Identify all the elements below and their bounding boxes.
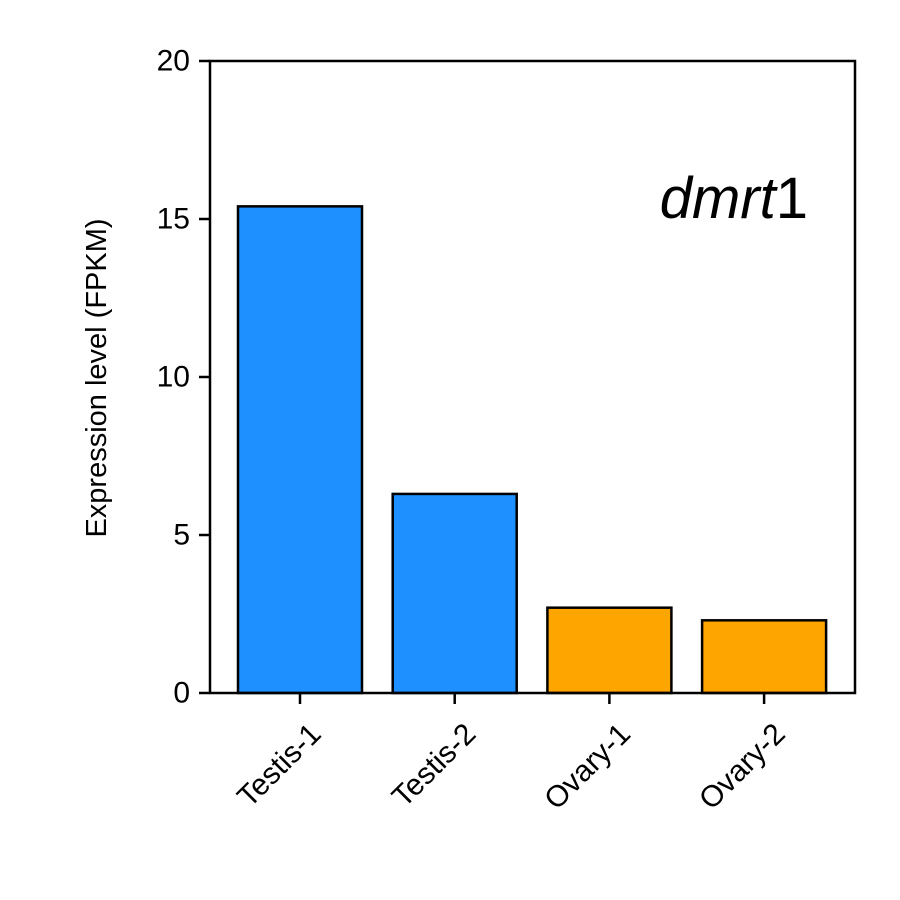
gene-name-italic: dmrt [660,166,779,231]
x-tick-label-ovary-2: Ovary-2 [693,717,792,816]
bars-group [236,205,828,695]
y-tick-label-5: 5 [173,519,190,552]
bar-ovary-1 [546,606,673,695]
x-axis: Testis-1 Testis-2 Ovary-1 Ovary-2 [231,693,792,816]
x-tick-label-testis-2: Testis-2 [386,717,482,813]
y-axis-label: Expression level (FPKM) [81,218,113,537]
bar-testis-2 [391,492,518,695]
y-tick-label-15: 15 [157,203,190,236]
gene-name-suffix: 1 [776,166,808,231]
gene-annotation: dmrt1 [660,166,808,231]
y-tick-label-10: 10 [157,361,190,394]
y-tick-label-0: 0 [173,677,190,710]
bar-testis-1 [236,205,364,695]
bar-ovary-2 [700,619,828,695]
y-axis: 0 5 10 15 20 [157,45,210,710]
x-tick-label-ovary-1: Ovary-1 [538,717,637,816]
x-tick-label-testis-1: Testis-1 [231,717,327,813]
y-tick-label-20: 20 [157,45,190,78]
